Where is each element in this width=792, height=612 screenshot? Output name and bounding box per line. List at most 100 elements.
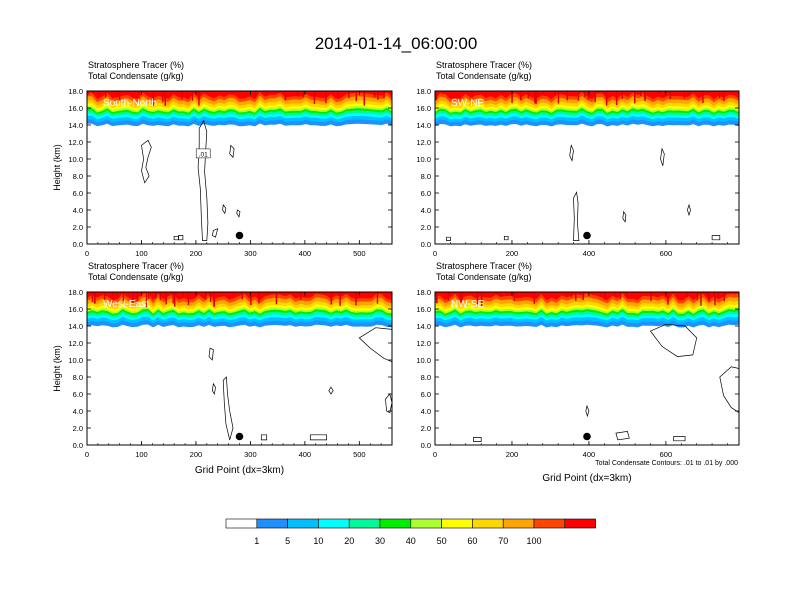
condensate-contour — [358, 327, 392, 363]
tracer-streak — [680, 292, 682, 294]
tracer-streak — [683, 91, 686, 99]
tracer-streak — [534, 91, 536, 104]
header-line1: Stratosphere Tracer (%) — [88, 261, 184, 271]
condensate-contour — [711, 235, 721, 241]
tracer-streak — [241, 292, 243, 300]
tracer-streak — [145, 292, 148, 308]
tracer-streak — [708, 292, 710, 301]
tracer-streak — [91, 292, 94, 303]
y-tick-label: 10.0 — [68, 356, 83, 365]
plot-area — [435, 292, 739, 445]
tracer-streak — [165, 292, 167, 305]
colorbar-label: 20 — [344, 536, 354, 546]
tracer-streak — [299, 292, 302, 301]
condensate-contour — [260, 434, 268, 441]
tracer-streak — [696, 292, 699, 301]
tracer-streak — [337, 91, 339, 94]
colorbar-label: 10 — [313, 536, 323, 546]
colorbar-swatch — [225, 518, 258, 529]
panel-sw-ne: SW-NE Stratosphere Tracer (%)Total Conden… — [416, 60, 740, 258]
tracer-streak — [594, 91, 596, 103]
tracer-streak — [435, 91, 438, 101]
tracer-streak — [605, 91, 608, 106]
tracer-streak — [209, 292, 212, 302]
tracer-streak — [116, 292, 118, 298]
y-tick-label: 2.0 — [73, 223, 83, 232]
tracer-streak — [577, 91, 580, 101]
x-tick-label: 200 — [506, 450, 519, 459]
y-tick-label: 4.0 — [421, 206, 431, 215]
condensate-contour — [503, 235, 509, 241]
x-tick-label: 500 — [353, 450, 366, 459]
tracer-streak — [511, 91, 513, 104]
tracer-streak — [597, 91, 600, 94]
tracer-streak — [87, 91, 90, 95]
y-tick-label: 10.0 — [416, 155, 431, 164]
colorbar-label: 50 — [437, 536, 447, 546]
y-tick-label: 2.0 — [421, 223, 431, 232]
tracer-streak — [383, 91, 385, 99]
cross-section-label: NW-SE — [451, 299, 484, 310]
tracer-streak — [152, 91, 154, 106]
tracer-streak — [339, 292, 341, 306]
y-tick-label: 0.0 — [73, 240, 83, 249]
colorbar-swatch — [472, 518, 504, 529]
condensate-contour — [328, 386, 334, 395]
location-marker — [583, 432, 591, 441]
y-tick-label: 0.0 — [421, 240, 431, 249]
tracer-streak — [614, 292, 616, 296]
tracer-streak — [103, 292, 106, 300]
y-tick-label: 10.0 — [416, 356, 431, 365]
plot-frame — [434, 90, 740, 245]
x-tick-label: 300 — [244, 249, 257, 258]
tracer-streak — [93, 292, 96, 304]
condensate-contour — [649, 323, 698, 357]
y-tick-label: 14.0 — [68, 121, 83, 130]
colorbar-swatch — [287, 518, 319, 529]
tracer-streak — [155, 292, 157, 298]
tracer-streak — [175, 292, 177, 296]
tracer-streak — [615, 91, 618, 106]
tracer-streak — [330, 292, 333, 305]
tracer-streak — [702, 91, 704, 104]
tracer-streak — [480, 292, 483, 307]
tracer-layer — [87, 292, 392, 301]
header-line1: Stratosphere Tracer (%) — [436, 60, 532, 70]
contour-footnote: Total Condensate Contours: .01 to .01 by… — [595, 460, 738, 467]
tracer-streak — [297, 91, 299, 96]
tracer-streak — [570, 292, 572, 297]
tracer-streak — [198, 91, 200, 106]
tracer-streak — [659, 91, 662, 94]
y-tick-label: 16.0 — [68, 305, 83, 314]
tracer-streak — [447, 292, 449, 301]
y-tick-label: 16.0 — [416, 104, 431, 113]
y-tick-label: 2.0 — [73, 424, 83, 433]
colorbar-swatch — [256, 518, 288, 529]
y-tick-label: 12.0 — [416, 339, 431, 348]
tracer-streak — [313, 91, 316, 104]
tracer-layer — [435, 292, 739, 301]
colorbar-label: 5 — [285, 536, 290, 546]
location-marker — [235, 231, 244, 240]
colorbar-label: 100 — [526, 536, 541, 546]
condensate-contour — [585, 404, 590, 418]
tracer-streak — [583, 91, 586, 97]
x-tick-label: 200 — [190, 249, 203, 258]
tracer-streak — [267, 292, 270, 295]
tracer-streak — [258, 292, 260, 304]
header-line2: Total Condensate (g/kg) — [88, 272, 184, 282]
tracer-streak — [204, 292, 207, 300]
y-tick-label: 14.0 — [416, 121, 431, 130]
tracer-streak — [174, 292, 176, 307]
y-tick-label: 8.0 — [73, 172, 83, 181]
colorbar-label: 60 — [467, 536, 477, 546]
y-tick-label: 18.0 — [416, 288, 431, 297]
colorbar-swatch — [533, 518, 566, 529]
tracer-streak — [164, 91, 166, 106]
y-tick-label: 6.0 — [421, 390, 431, 399]
condensate-contour — [719, 366, 739, 414]
y-tick-label: 12.0 — [68, 138, 83, 147]
tracer-streak — [254, 91, 257, 97]
plot-frame — [434, 291, 740, 446]
